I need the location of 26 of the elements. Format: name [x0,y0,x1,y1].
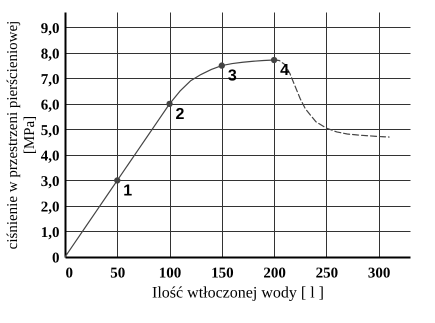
point [270,56,278,64]
x-axis-title: Ilość wtłoczonej wody [ l ] [152,284,324,302]
y-tick-label: 4,0 [40,148,60,164]
y-tick-label: 6,0 [40,97,60,114]
x-tick-label: 50 [110,266,126,282]
annotation: 4 [280,62,290,79]
x-tick-label: 0 [66,266,73,282]
annotation: 1 [123,182,132,200]
y-tick-label: 7,0 [40,72,60,88]
annotation: 2 [176,106,185,123]
x-tick-label: 200 [263,266,286,282]
x-tick-label: 300 [368,266,390,282]
point [114,177,120,184]
point [166,100,173,108]
point [218,62,225,69]
y-tick-label: 1,0 [40,224,60,241]
x-tick-label: 100 [158,266,182,282]
y-tick-label: 8,0 [40,46,60,62]
y-tick-label: 9,0 [40,20,60,37]
x-tick-label: 150 [211,266,234,282]
y-tick-label: 0 [52,250,60,266]
y-tick-label: 5,0 [40,122,60,139]
y-axis-title: ciśnienie w przestrzeni pierścieniowej [MPa] [4,20,38,250]
x-tick-label: 250 [316,266,338,282]
y-tick-label: 2,0 [40,199,60,216]
y-tick-label: 3,0 [40,174,60,190]
